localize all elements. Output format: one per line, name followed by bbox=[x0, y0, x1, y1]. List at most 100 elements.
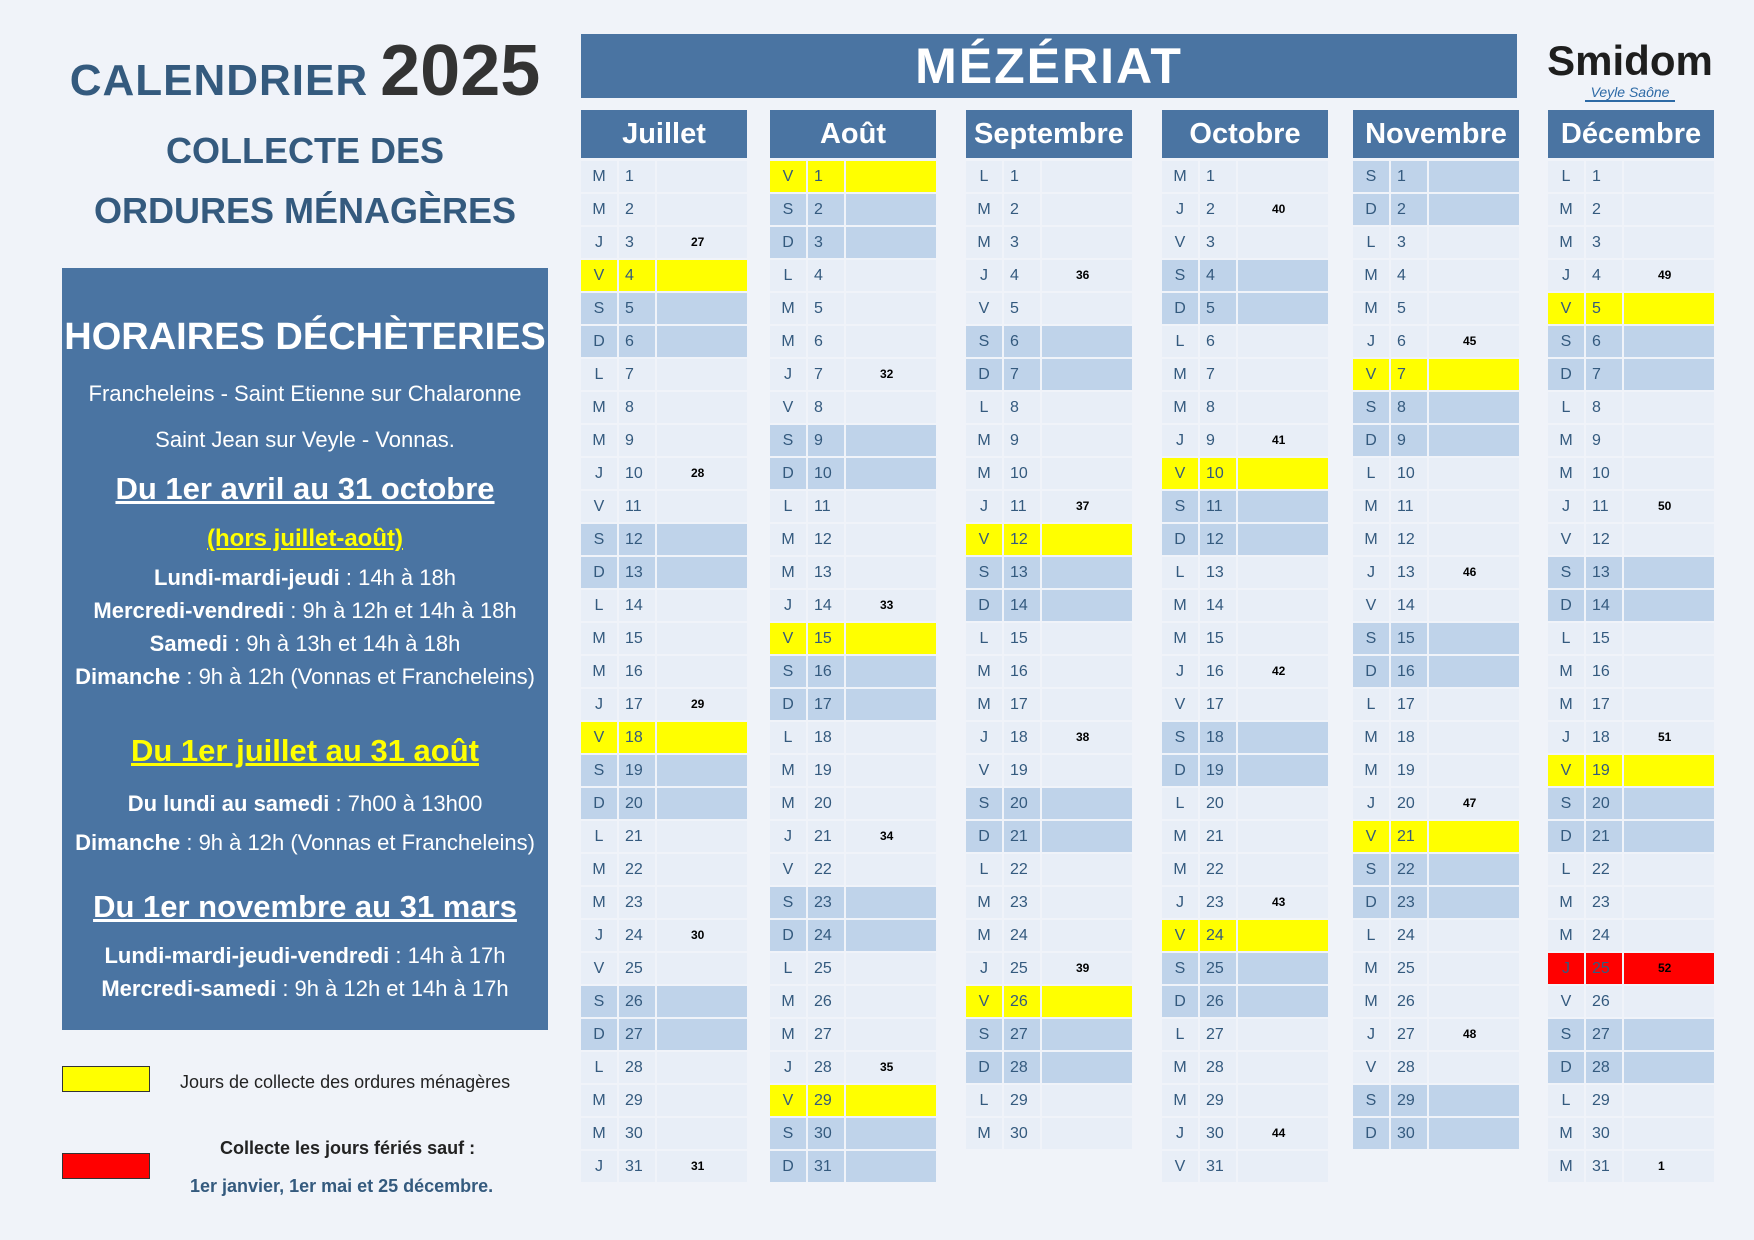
day-row: S 29 bbox=[1353, 1085, 1519, 1116]
week-number bbox=[657, 194, 747, 225]
day-number: 21 bbox=[1391, 821, 1427, 852]
day-row: M 25 bbox=[1353, 953, 1519, 984]
day-row: M 14 bbox=[1162, 590, 1328, 621]
day-number: 18 bbox=[1200, 722, 1236, 753]
day-letter: M bbox=[1548, 425, 1584, 456]
day-number: 20 bbox=[808, 788, 844, 819]
day-row: M 16 bbox=[581, 656, 747, 687]
day-row: L 10 bbox=[1353, 458, 1519, 489]
week-number: 39 bbox=[1042, 953, 1132, 984]
week-number bbox=[1429, 1052, 1519, 1083]
day-letter: D bbox=[966, 1052, 1002, 1083]
week-number: 32 bbox=[846, 359, 936, 390]
day-letter: M bbox=[581, 425, 617, 456]
day-number: 17 bbox=[1200, 689, 1236, 720]
week-number bbox=[1238, 359, 1328, 390]
day-letter: V bbox=[1548, 986, 1584, 1017]
day-letter: S bbox=[1353, 623, 1389, 654]
week-number: 36 bbox=[1042, 260, 1132, 291]
day-letter: M bbox=[966, 887, 1002, 918]
day-number: 29 bbox=[1586, 1085, 1622, 1116]
day-number: 19 bbox=[1004, 755, 1040, 786]
day-row: J 21 34 bbox=[770, 821, 936, 852]
day-letter: L bbox=[581, 590, 617, 621]
day-row: M 18 bbox=[1353, 722, 1519, 753]
week-number bbox=[1042, 194, 1132, 225]
day-letter: D bbox=[1548, 359, 1584, 390]
day-row: M 23 bbox=[966, 887, 1132, 918]
commune-banner: MÉZÉRIAT bbox=[581, 34, 1517, 98]
day-letter: M bbox=[1548, 227, 1584, 258]
day-number: 22 bbox=[619, 854, 655, 885]
day-letter: D bbox=[1162, 524, 1198, 555]
week-number bbox=[1238, 392, 1328, 423]
day-row: D 31 bbox=[770, 1151, 936, 1182]
day-row: M 13 bbox=[770, 557, 936, 588]
day-letter: M bbox=[1548, 1151, 1584, 1182]
day-number: 8 bbox=[1004, 392, 1040, 423]
day-number: 28 bbox=[1586, 1052, 1622, 1083]
day-number: 22 bbox=[808, 854, 844, 885]
week-number bbox=[846, 1085, 936, 1116]
day-row: J 16 42 bbox=[1162, 656, 1328, 687]
day-letter: J bbox=[1353, 326, 1389, 357]
day-number: 10 bbox=[1200, 458, 1236, 489]
horaires-box: HORAIRES DÉCHÈTERIES Francheleins - Sain… bbox=[62, 268, 548, 1030]
day-row: L 15 bbox=[966, 623, 1132, 654]
day-letter: D bbox=[770, 920, 806, 951]
day-row: L 17 bbox=[1353, 689, 1519, 720]
day-number: 31 bbox=[1200, 1151, 1236, 1182]
day-number: 1 bbox=[1586, 161, 1622, 192]
week-number bbox=[1624, 557, 1714, 588]
week-number bbox=[1429, 491, 1519, 522]
day-row: J 25 52 bbox=[1548, 953, 1714, 984]
day-number: 16 bbox=[1586, 656, 1622, 687]
day-row: S 27 bbox=[966, 1019, 1132, 1050]
week-number bbox=[1042, 1118, 1132, 1149]
day-number: 26 bbox=[1586, 986, 1622, 1017]
week-number bbox=[1042, 227, 1132, 258]
week-number bbox=[1238, 920, 1328, 951]
day-letter: V bbox=[1548, 755, 1584, 786]
day-letter: V bbox=[581, 260, 617, 291]
day-row: M 26 bbox=[770, 986, 936, 1017]
day-number: 5 bbox=[1004, 293, 1040, 324]
week-number: 47 bbox=[1429, 788, 1519, 819]
day-letter: S bbox=[1162, 953, 1198, 984]
day-letter: D bbox=[1353, 1118, 1389, 1149]
week-number bbox=[1238, 458, 1328, 489]
day-letter: L bbox=[1162, 326, 1198, 357]
day-number: 12 bbox=[1200, 524, 1236, 555]
day-number: 3 bbox=[619, 227, 655, 258]
p1-line1: Lundi-mardi-jeudi : 14h à 18h bbox=[154, 565, 456, 590]
day-number: 20 bbox=[1391, 788, 1427, 819]
week-number bbox=[1429, 887, 1519, 918]
day-number: 5 bbox=[1200, 293, 1236, 324]
day-number: 26 bbox=[808, 986, 844, 1017]
week-number bbox=[1429, 524, 1519, 555]
day-letter: V bbox=[770, 1085, 806, 1116]
day-letter: M bbox=[966, 227, 1002, 258]
day-letter: S bbox=[770, 887, 806, 918]
day-number: 26 bbox=[619, 986, 655, 1017]
period1-title: Du 1er avril au 31 octobre bbox=[115, 471, 495, 506]
day-row: V 17 bbox=[1162, 689, 1328, 720]
day-number: 9 bbox=[1200, 425, 1236, 456]
day-letter: L bbox=[1162, 557, 1198, 588]
day-number: 24 bbox=[1200, 920, 1236, 951]
day-letter: M bbox=[966, 1118, 1002, 1149]
week-number bbox=[1042, 557, 1132, 588]
week-number bbox=[846, 227, 936, 258]
day-number: 18 bbox=[1586, 722, 1622, 753]
day-number: 26 bbox=[1004, 986, 1040, 1017]
week-number bbox=[1624, 425, 1714, 456]
week-number bbox=[1624, 590, 1714, 621]
